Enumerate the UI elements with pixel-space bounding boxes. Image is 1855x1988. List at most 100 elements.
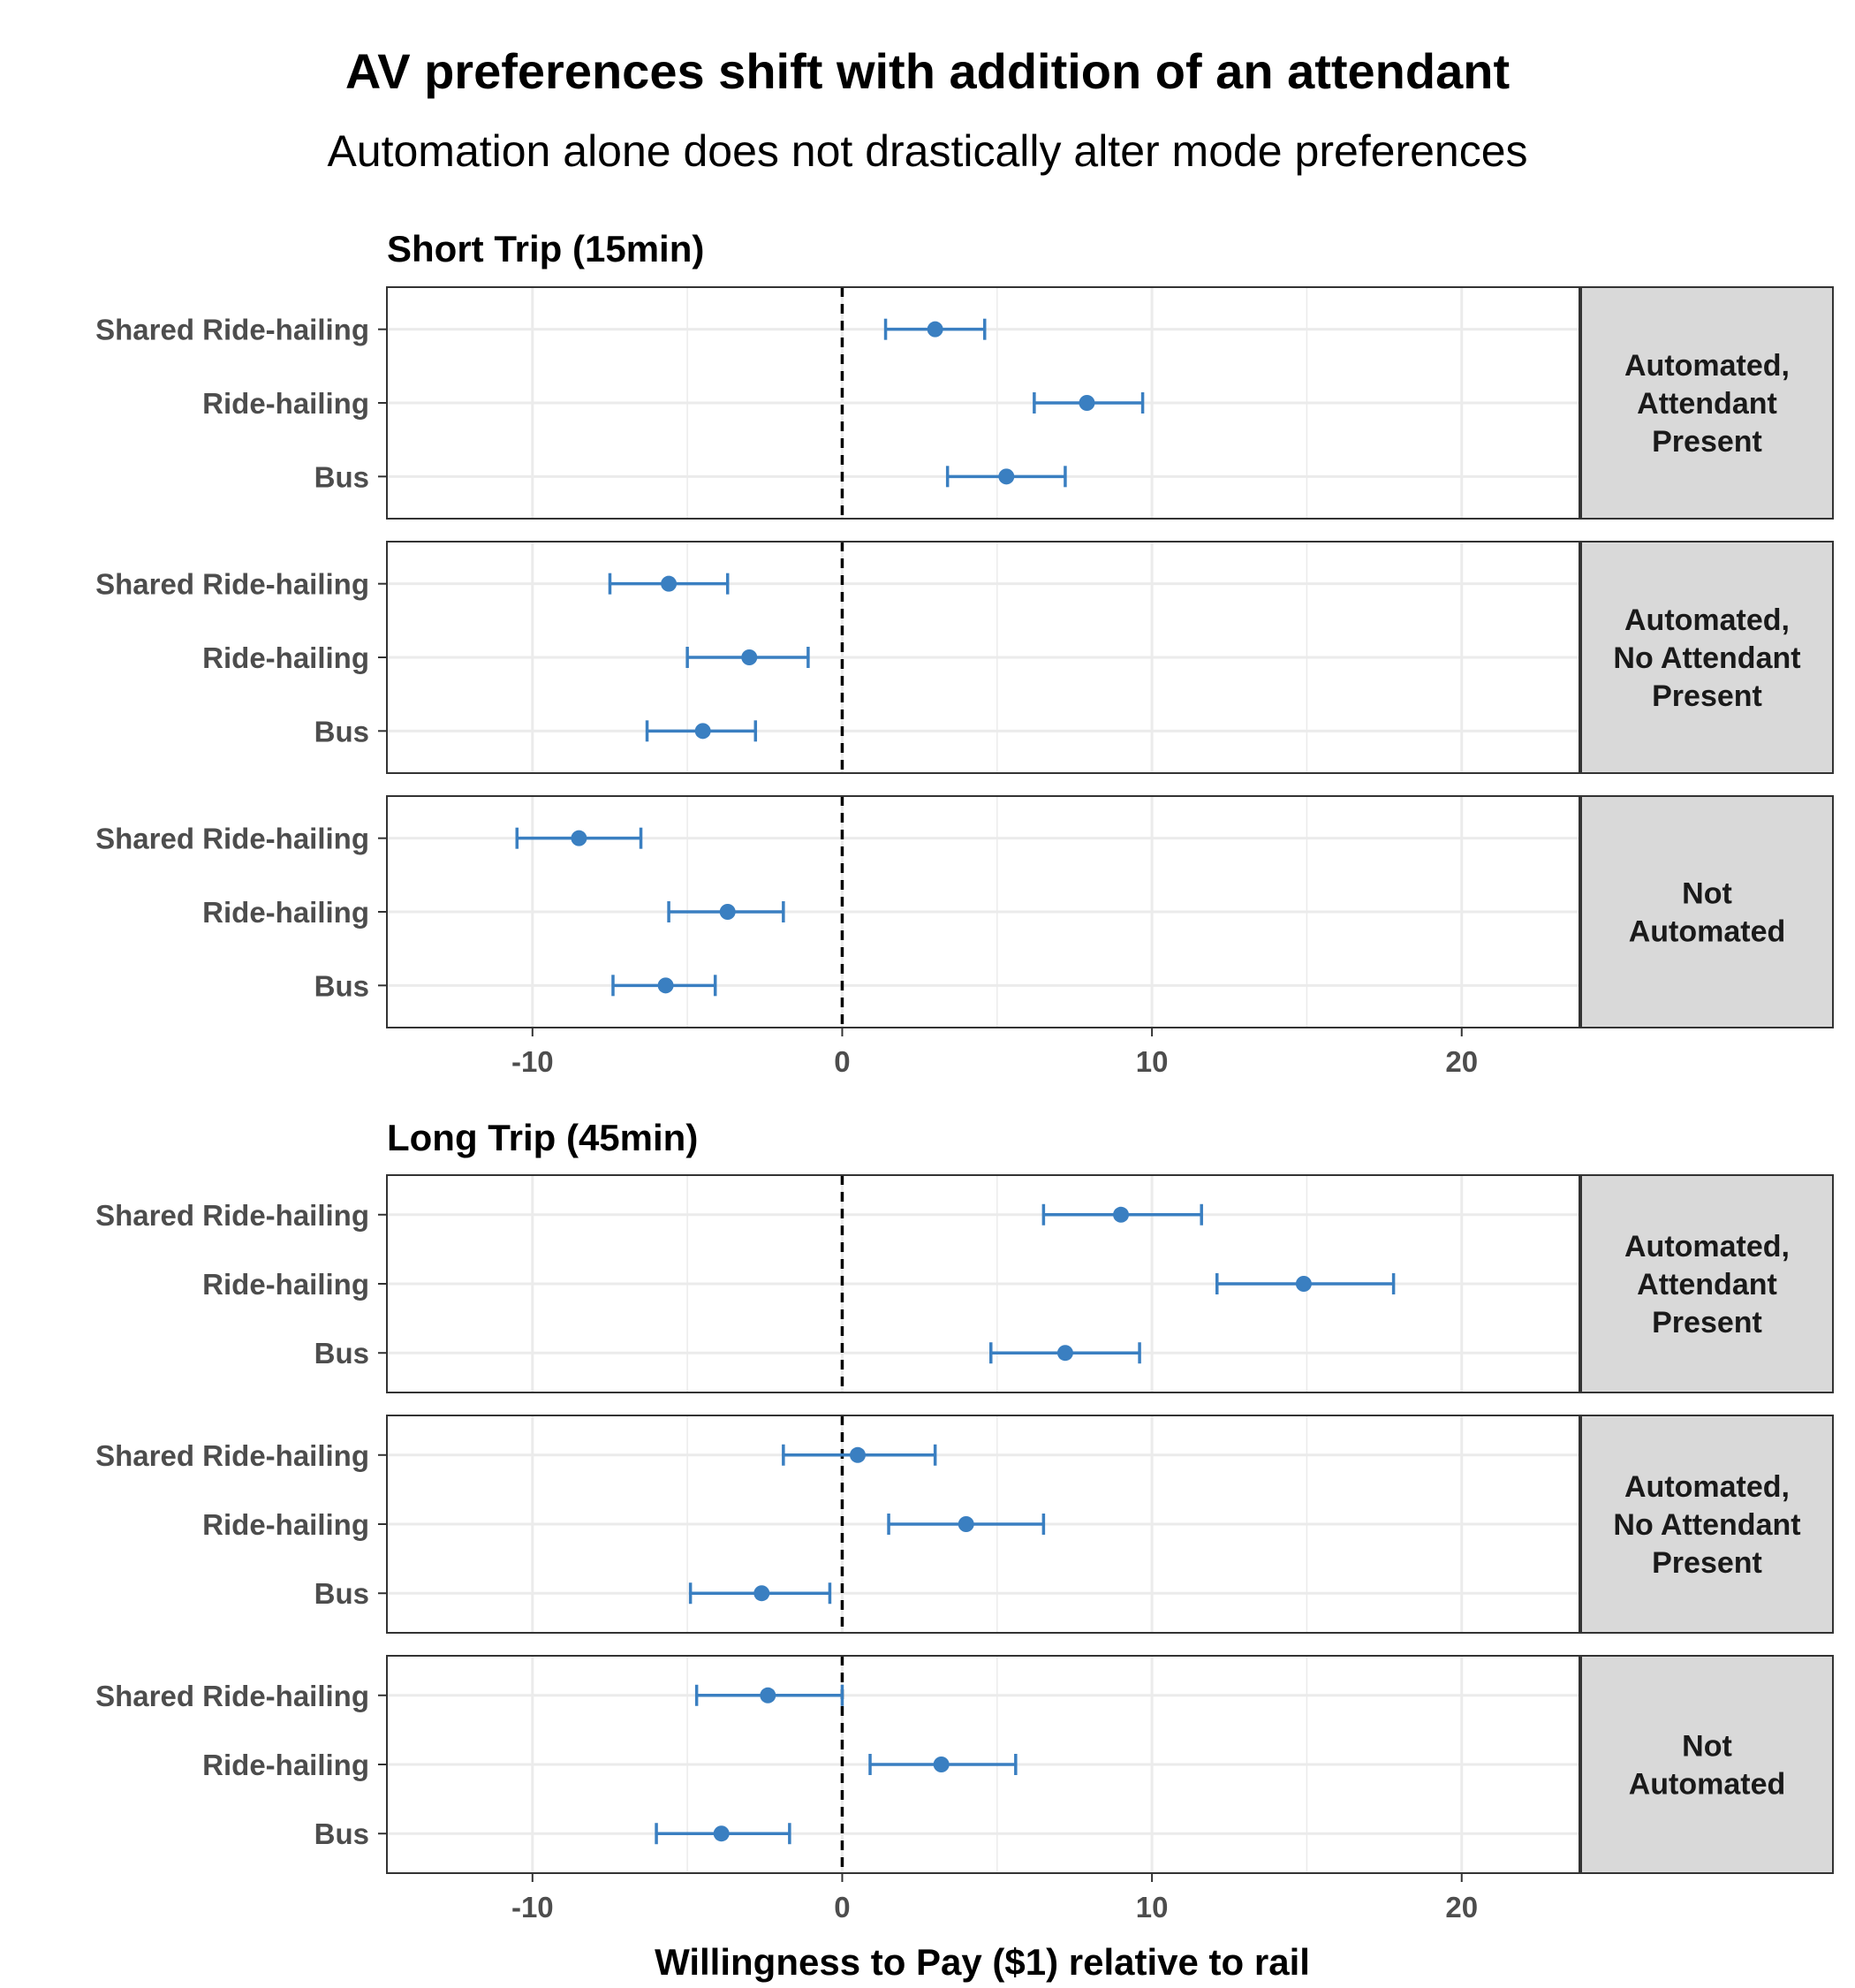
x-tick-label: 20	[1445, 1891, 1478, 1924]
strip-label: Automated,	[1624, 349, 1790, 383]
strip-label: Attendant	[1637, 1268, 1777, 1301]
errorbar-ride-hailing	[868, 1754, 1018, 1775]
y-tick-label: Shared Ride-hailing	[95, 823, 369, 855]
errorbar-bus	[688, 1582, 832, 1605]
strip-label: Present	[1652, 1546, 1762, 1580]
strip-label: Automated,	[1624, 603, 1790, 637]
group-title: Long Trip (45min)	[387, 1117, 698, 1158]
estimate-point	[1056, 1345, 1073, 1362]
y-tick-label: Bus	[314, 715, 369, 747]
errorbar-bus	[655, 1823, 791, 1845]
estimate-point	[998, 468, 1015, 485]
panel-border	[386, 795, 1580, 1028]
y-tick-label: Bus	[314, 969, 369, 1002]
errorbar-bus	[611, 975, 717, 997]
x-tick-label: -10	[511, 1045, 554, 1078]
x-tick-label: -10	[511, 1891, 554, 1924]
strip-box	[1580, 1655, 1834, 1874]
errorbar-shared-ride-hailing	[694, 1684, 844, 1706]
strip-label: Attendant	[1637, 387, 1777, 421]
strip-box	[1580, 795, 1834, 1028]
panel-border	[386, 1655, 1580, 1874]
estimate-point	[661, 575, 678, 592]
errorbar-bus	[945, 466, 1067, 488]
errorbar-ride-hailing	[1033, 392, 1145, 414]
y-tick-label: Ride-hailing	[202, 641, 369, 674]
errorbar-ride-hailing	[1215, 1273, 1396, 1294]
x-tick-label: 10	[1136, 1045, 1169, 1078]
estimate-point	[958, 1516, 974, 1532]
panel-0-2: Shared Ride-hailing Ride-hailing Bus Not Aut…	[95, 795, 1834, 1028]
y-tick-label: Bus	[314, 1577, 369, 1610]
panel-1-2: Shared Ride-hailing Ride-hailing Bus Not Aut…	[95, 1655, 1834, 1874]
panel-1-1: Shared Ride-hailing Ride-hailing Bus Automa…	[95, 1415, 1834, 1634]
estimate-point	[753, 1585, 770, 1602]
y-tick-label: Ride-hailing	[202, 1508, 369, 1541]
chart-subtitle: Automation alone does not drastically al…	[327, 126, 1527, 176]
estimate-point	[760, 1687, 776, 1703]
trip-group-0: Short Trip (15min) Shared Ride-hailing Rid…	[95, 228, 1834, 1078]
y-tick-label: Shared Ride-hailing	[95, 314, 369, 346]
y-tick-label: Bus	[314, 460, 369, 493]
estimate-point	[849, 1446, 866, 1463]
strip-box	[1580, 1415, 1834, 1634]
strip-label: Automated	[1629, 915, 1786, 949]
estimate-point	[694, 723, 711, 740]
panel-border	[386, 286, 1580, 520]
strip-label: Not	[1682, 877, 1732, 911]
strip-label: Automated,	[1624, 1470, 1790, 1504]
estimate-point	[1079, 395, 1095, 411]
estimate-point	[1295, 1276, 1312, 1292]
y-tick-label: Shared Ride-hailing	[95, 1439, 369, 1472]
errorbar-ride-hailing	[887, 1514, 1046, 1535]
errorbar-shared-ride-hailing	[782, 1444, 937, 1466]
panel-border	[386, 541, 1580, 774]
estimate-point	[1113, 1206, 1130, 1223]
strip-box	[1580, 1174, 1834, 1393]
y-tick-label: Shared Ride-hailing	[95, 1199, 369, 1232]
y-tick-label: Shared Ride-hailing	[95, 1680, 369, 1712]
panel-0-1: Shared Ride-hailing Ride-hailing Bus Automa…	[95, 541, 1834, 774]
strip-label: No Attendant	[1613, 641, 1800, 675]
estimate-point	[719, 904, 736, 920]
x-tick-label: 0	[834, 1045, 850, 1078]
y-tick-label: Ride-hailing	[202, 1749, 369, 1781]
y-tick-label: Ride-hailing	[202, 387, 369, 420]
estimate-point	[657, 977, 674, 994]
x-tick-label: 20	[1445, 1045, 1478, 1078]
panel-1-0: Shared Ride-hailing Ride-hailing Bus Automa…	[95, 1174, 1834, 1393]
chart-title: AV preferences shift with addition of an…	[345, 43, 1510, 99]
y-tick-label: Shared Ride-hailing	[95, 568, 369, 601]
errorbar-ride-hailing	[685, 647, 810, 668]
y-tick-label: Bus	[314, 1337, 369, 1370]
strip-label: Automated	[1629, 1768, 1786, 1802]
panel-0-0: Shared Ride-hailing Ride-hailing Bus Automa…	[95, 286, 1834, 520]
errorbar-bus	[989, 1342, 1141, 1364]
strip-box	[1580, 541, 1834, 774]
errorbar-shared-ride-hailing	[515, 827, 643, 849]
panel-border	[386, 1415, 1580, 1634]
strip-label: Present	[1652, 679, 1762, 713]
errorbar-ride-hailing	[667, 901, 785, 922]
x-tick-label: 10	[1136, 1891, 1169, 1924]
x-axis-label: Willingness to Pay ($1) relative to rail	[655, 1941, 1310, 1983]
estimate-point	[713, 1825, 730, 1842]
errorbar-shared-ride-hailing	[883, 318, 987, 340]
strip-label: Present	[1652, 1306, 1762, 1339]
panel-border	[386, 1174, 1580, 1393]
estimate-point	[571, 830, 587, 846]
trip-group-1: Long Trip (45min) Shared Ride-hailing Ride…	[95, 1117, 1834, 1924]
errorbar-shared-ride-hailing	[608, 573, 730, 595]
estimate-point	[933, 1757, 950, 1772]
estimate-point	[741, 649, 758, 665]
y-tick-label: Ride-hailing	[202, 1268, 369, 1301]
strip-label: Automated,	[1624, 1230, 1790, 1263]
errorbar-bus	[645, 720, 758, 742]
y-tick-label: Bus	[314, 1817, 369, 1850]
y-tick-label: Ride-hailing	[202, 896, 369, 929]
group-title: Short Trip (15min)	[387, 228, 704, 269]
strip-label: Present	[1652, 425, 1762, 459]
estimate-point	[927, 321, 943, 338]
x-tick-label: 0	[834, 1891, 850, 1924]
